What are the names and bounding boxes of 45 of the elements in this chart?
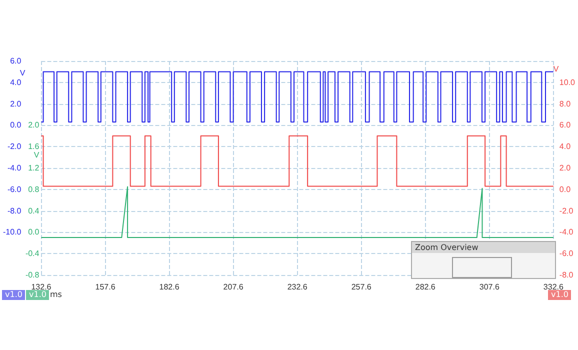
x-tick-label: 207.6 (223, 282, 244, 292)
y-tick-label: 4.0 (10, 78, 22, 87)
y2-tick-label: 6.0 (559, 120, 572, 130)
y2-tick-label: -4.0 (559, 228, 574, 237)
y-tick-label: -2.0 (7, 142, 22, 152)
x-axis-title: ms (50, 290, 62, 300)
y-tick-label: -6.0 (7, 184, 22, 194)
y-tick-label: 0.0 (10, 120, 22, 130)
text: v1.0 (2, 290, 26, 300)
y3-axis-title: V (34, 150, 40, 160)
y3-tick-label: -0.4 (25, 249, 40, 258)
y3-tick-label: 0.0 (28, 228, 40, 237)
x-tick-label: 157.6 (95, 282, 116, 292)
x-tick-label: 182.6 (159, 282, 180, 292)
y-axis-title: V (20, 68, 26, 78)
y3-tick-label: 2.0 (28, 120, 40, 130)
y3-tick-label: 1.6 (28, 142, 40, 152)
y2-tick-label: -2.0 (559, 206, 574, 216)
y2-tick-label: 2.0 (559, 164, 572, 172)
text: v1.0 (26, 290, 50, 300)
x-tick-label: 307.6 (479, 282, 500, 292)
y2-tick-label: 8.0 (559, 99, 572, 108)
x-tick-label: 257.6 (351, 282, 372, 292)
y-tick-label: -8.0 (7, 206, 22, 216)
x-tick-label: 332.6 (543, 282, 564, 292)
x-tick-label: 232.6 (287, 282, 308, 292)
y-tick-label: -10.0 (3, 228, 22, 237)
y-tick-label: 2.0 (10, 99, 22, 108)
y3-tick-label: 0.4 (28, 206, 40, 216)
annotation: Zoom Overview (412, 242, 555, 253)
y2-tick-label: 10.0 (559, 78, 576, 87)
zoom-overview-window: Zoom Overview (411, 241, 556, 279)
y2-tick-label: 4.0 (559, 142, 572, 152)
x-tick-label: 132.6 (31, 282, 52, 292)
text: v1.0 (548, 290, 572, 300)
y2-tick-label: -6.0 (559, 249, 574, 258)
y2-tick-label: 0.0 (559, 184, 572, 194)
y2-axis-title: V (553, 64, 560, 74)
y-tick-label: 6.0 (10, 56, 22, 66)
y3-tick-label: 0.8 (28, 184, 40, 194)
x-tick-label: 282.6 (415, 282, 436, 292)
y2-tick-label: -8.0 (559, 270, 574, 280)
y3-tick-label: 1.2 (28, 164, 40, 172)
y-tick-label: -4.0 (7, 164, 22, 172)
y3-tick-label: -0.8 (25, 270, 40, 280)
